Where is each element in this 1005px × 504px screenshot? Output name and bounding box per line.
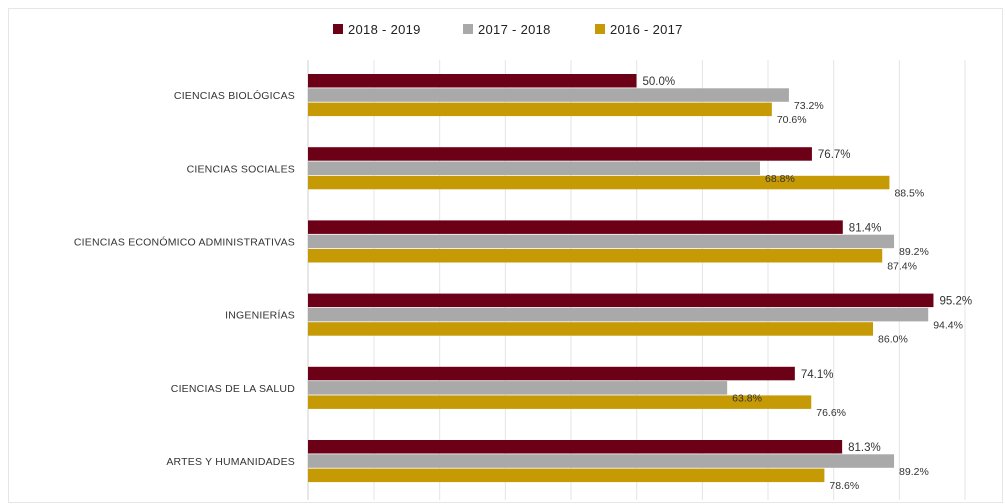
data-label: 95.2% [939,296,972,308]
category-labels: CIENCIAS BIOLÓGICAS CIENCIAS SOCIALES CIEN… [74,89,295,468]
data-label: 74.1% [801,369,834,381]
bar [308,234,895,249]
category-label: ARTES Y HUMANIDADES [166,456,295,468]
bar [308,74,637,88]
category-label: CIENCIAS BIOLÓGICAS [174,89,295,102]
data-label: 70.6% [777,114,807,126]
bar [308,293,934,308]
bar [308,440,843,454]
data-label: 63.8% [732,393,762,405]
data-label: 78.6% [829,480,859,492]
bar [308,307,929,322]
chart-frame [8,8,1003,503]
bar [308,88,789,102]
data-label: 68.8% [765,173,795,185]
bar [308,249,883,263]
data-label: 88.5% [894,187,924,199]
data-label: 89.2% [899,246,929,258]
gridlines [307,60,966,500]
bar [308,366,795,381]
bar [308,468,825,483]
legend-swatch [595,24,605,34]
legend-label: 2018 - 2019 [348,22,421,37]
legend-swatch [463,24,473,34]
bar [308,381,728,395]
bar [308,175,890,190]
data-label: 81.3% [848,442,881,454]
bars [308,74,934,483]
legend-swatch [333,24,343,34]
data-label: 89.2% [899,466,929,478]
bar [308,395,812,409]
bar [308,147,812,161]
bar [308,161,761,175]
data-label: 50.0% [643,76,676,88]
data-label: 73.2% [794,100,824,112]
bar [308,102,772,117]
legend: 2018 - 2019 2017 - 2018 2016 - 2017 [333,22,683,37]
data-label: 86.0% [878,334,908,346]
legend-label: 2017 - 2018 [478,22,551,37]
value-labels: 50.0% 73.2% 70.6% 76.7% 68.8% 88.5% 81.4% 89.2%… [643,76,973,492]
category-label: CIENCIAS ECONÓMICO ADMINISTRATIVAS [74,235,295,248]
legend-label: 2016 - 2017 [610,22,683,37]
data-label: 76.7% [818,149,851,161]
data-label: 94.4% [933,319,963,331]
bar [308,220,843,234]
category-label: CIENCIAS DE LA SALUD [171,383,295,395]
data-label: 87.4% [887,261,917,273]
data-label: 76.6% [816,407,846,419]
bar [308,454,895,468]
category-label: INGENIERÍAS [225,309,295,322]
data-label: 81.4% [849,222,882,234]
category-label: CIENCIAS SOCIALES [187,163,295,175]
bar [308,322,874,336]
